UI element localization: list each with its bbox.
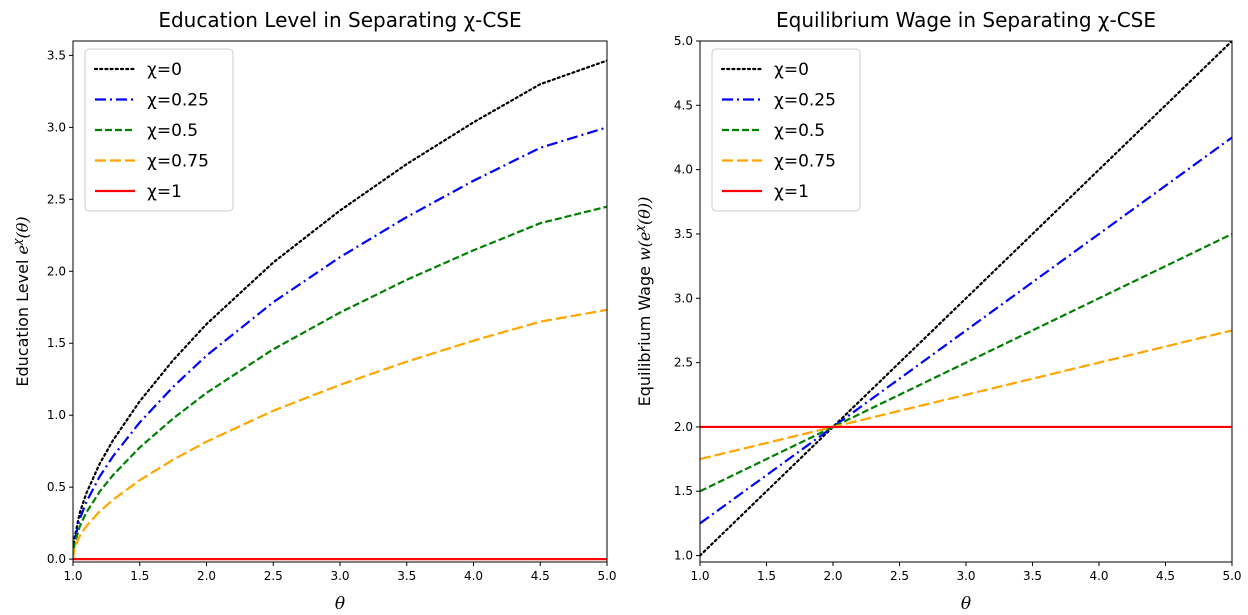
- x-tick-label: 2.5: [890, 569, 909, 583]
- y-tick-label: 3.0: [47, 120, 66, 134]
- legend-label: χ=0: [774, 60, 809, 80]
- x-tick-label: 3.0: [956, 569, 975, 583]
- y-tick-label: 1.5: [674, 484, 693, 498]
- x-tick-label: 4.5: [1156, 569, 1175, 583]
- y-tick-label: 3.0: [674, 291, 693, 305]
- x-tick-label: 3.5: [397, 569, 416, 583]
- x-tick-label: 4.0: [1089, 569, 1108, 583]
- x-tick-label: 2.5: [264, 569, 283, 583]
- y-axis-label-superscript: χ: [11, 238, 24, 246]
- legend-label: χ=0.5: [774, 121, 825, 141]
- x-tick-label: 5.0: [597, 569, 616, 583]
- x-tick-label: 3.5: [1023, 569, 1042, 583]
- y-axis-label-symbol: e: [13, 245, 32, 254]
- x-tick-label: 2.0: [823, 569, 842, 583]
- y-axis-label: Education Level eχ(θ): [11, 216, 32, 386]
- legend: χ=0 χ=0.25 χ=0.5 χ=0.75 χ=1: [84, 48, 234, 212]
- chart-title: Education Level in Separating χ-CSE: [158, 8, 521, 32]
- legend-label: χ=1: [147, 182, 182, 202]
- chart-title: Equilibrium Wage in Separating χ-CSE: [776, 8, 1156, 32]
- y-axis-label-tail: (θ): [13, 216, 32, 238]
- x-axis-label: θ: [335, 594, 345, 614]
- y-tick-label: 3.5: [47, 48, 66, 62]
- y-tick-label: 2.5: [674, 356, 693, 370]
- y-tick-label: 0.0: [47, 552, 66, 566]
- legend-box: [711, 48, 861, 212]
- legend-label: χ=0.25: [774, 91, 836, 111]
- series-line-0: [700, 41, 1232, 557]
- y-axis-label: Equilibrium Wage w(eχ(θ)): [633, 197, 654, 407]
- x-tick-label: 1.0: [63, 569, 82, 583]
- y-tick-label: 1.0: [674, 549, 693, 563]
- series-line-1: [700, 136, 1232, 525]
- y-tick-label: 1.5: [47, 336, 66, 350]
- series-line-2: [73, 205, 607, 560]
- legend-label: χ=0.75: [147, 152, 209, 172]
- x-tick-label: 4.5: [531, 569, 550, 583]
- series-group: [700, 41, 1232, 557]
- y-tick-label: 2.0: [674, 420, 693, 434]
- x-tick-label: 2.0: [197, 569, 216, 583]
- y-axis-label-text: Education Level: [13, 255, 32, 387]
- y-tick-label: 3.5: [674, 227, 693, 241]
- legend-label: χ=0: [147, 60, 182, 80]
- series-line-1: [73, 126, 607, 560]
- x-tick-label: 1.0: [690, 569, 709, 583]
- x-tick-label: 4.0: [464, 569, 483, 583]
- series-line-3: [700, 329, 1232, 461]
- y-axis-label-tail: (θ)): [635, 197, 654, 225]
- y-tick-label: 2.0: [47, 264, 66, 278]
- x-tick-label: 5.0: [1222, 569, 1241, 583]
- series-line-0: [73, 59, 607, 561]
- legend-label: χ=0.75: [774, 152, 836, 172]
- equilibrium-wage-chart: Equilibrium Wage in Separating χ-CSE 1.0…: [633, 8, 1242, 614]
- x-tick-label: 1.5: [130, 569, 149, 583]
- legend-box: [84, 48, 234, 212]
- y-axis-label-text: Equilibrium Wage: [635, 261, 654, 406]
- x-tick-label: 3.0: [330, 569, 349, 583]
- series-group: [73, 59, 607, 561]
- y-tick-label: 1.0: [47, 408, 66, 422]
- series-line-2: [700, 232, 1232, 493]
- y-axis-label-superscript: χ: [633, 225, 646, 233]
- y-tick-label: 2.5: [47, 192, 66, 206]
- y-axis-label-symbol: w(e: [635, 232, 654, 261]
- education-level-chart: Education Level in Separating χ-CSE 1.0 1…: [11, 8, 617, 614]
- legend: χ=0 χ=0.25 χ=0.5 χ=0.75 χ=1: [711, 48, 861, 212]
- y-tick-label: 4.0: [674, 163, 693, 177]
- legend-label: χ=1: [774, 182, 809, 202]
- legend-label: χ=0.5: [147, 121, 198, 141]
- y-tick-label: 0.5: [47, 480, 66, 494]
- legend-label: χ=0.25: [147, 91, 209, 111]
- x-axis-label: θ: [961, 594, 971, 614]
- y-tick-label: 5.0: [674, 34, 693, 48]
- y-tick-label: 4.5: [674, 98, 693, 112]
- x-tick-label: 1.5: [757, 569, 776, 583]
